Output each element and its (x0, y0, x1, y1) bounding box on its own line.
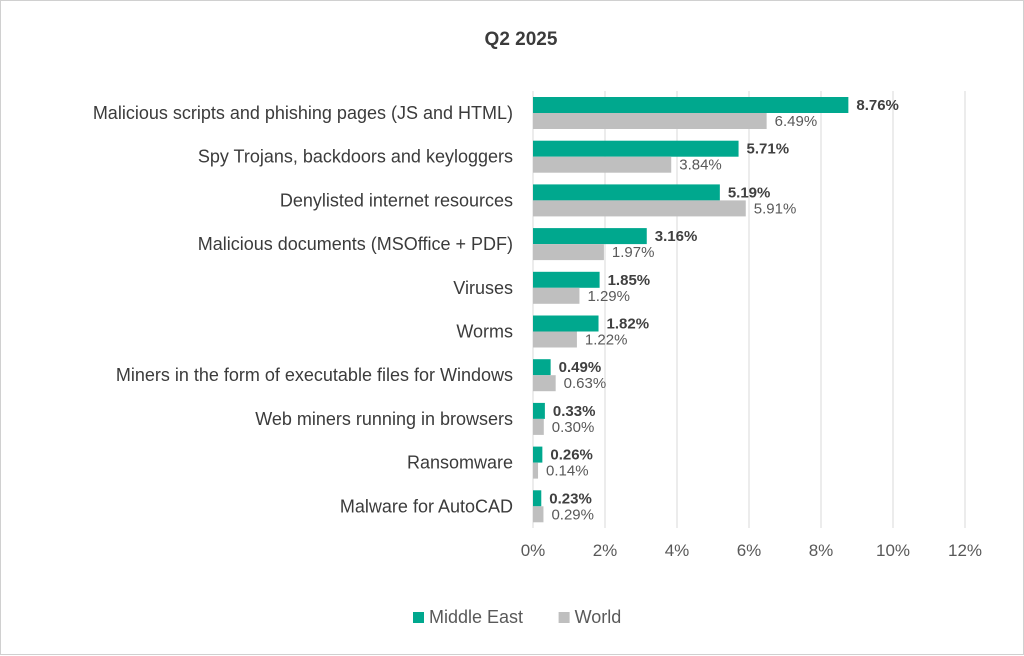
value-label-middle-east: 0.33% (553, 403, 596, 420)
category-label: Spy Trojans, backdoors and keyloggers (198, 147, 513, 167)
value-label-world: 0.14% (546, 463, 589, 480)
value-label-middle-east: 1.82% (607, 316, 650, 333)
value-labels: 8.76% 6.49% 5.71% 3.84% 5.19%5.91% 3.16%1.97%… (546, 97, 899, 523)
value-label-world: 0.63% (564, 375, 607, 392)
category-label: Malware for AutoCAD (340, 496, 513, 516)
category-label: Malicious documents (MSOffice + PDF) (198, 234, 513, 254)
category-label: Worms (456, 322, 513, 342)
bar-world (533, 200, 746, 217)
bar-middle-east (533, 446, 543, 463)
bar-world (533, 375, 556, 392)
x-tick-label: 12% (948, 541, 982, 560)
x-tick-label: 4% (665, 541, 690, 560)
bar-world (533, 462, 539, 479)
bar-middle-east (533, 184, 720, 201)
value-label-middle-east: 5.71% (747, 141, 790, 158)
value-label-middle-east: 8.76% (856, 97, 899, 114)
bar-middle-east (533, 140, 739, 157)
value-label-middle-east: 1.85% (608, 272, 651, 289)
value-label-world: 5.91% (754, 200, 797, 217)
bar-middle-east (533, 359, 551, 376)
value-label-world: 6.49% (775, 113, 818, 130)
value-label-world: 1.97% (612, 244, 655, 261)
chart-title: Q2 2025 (485, 29, 558, 50)
category-label: Web miners running in browsers (255, 409, 513, 429)
bar-middle-east (533, 228, 647, 245)
legend-label: Middle East (429, 607, 523, 627)
category-label: Malicious scripts and phishing pages (JS… (93, 103, 513, 123)
bar-world (533, 244, 604, 261)
category-label: Ransomware (407, 453, 513, 473)
value-label-world: 3.84% (679, 157, 722, 174)
bar-middle-east (533, 97, 849, 113)
category-label: Viruses (453, 278, 513, 298)
x-tick-label: 10% (876, 541, 910, 560)
x-axis-ticks: 0% 2% 4% 6% 8% 10% 12% (521, 541, 982, 560)
value-label-world: 1.22% (585, 332, 628, 349)
legend-swatch (558, 612, 570, 623)
category-labels: Malicious scripts and phishing pages (JS… (93, 103, 513, 516)
category-label: Miners in the form of executable files f… (116, 365, 513, 385)
bar-world (533, 418, 544, 435)
bar-world (533, 506, 544, 523)
x-tick-label: 8% (809, 541, 834, 560)
legend-swatch (413, 612, 424, 623)
bar-middle-east (533, 490, 542, 507)
value-label-world: 0.29% (551, 506, 594, 523)
bar-world (533, 156, 672, 173)
legend-label: World (575, 607, 622, 627)
value-label-middle-east: 0.23% (549, 490, 592, 507)
bar-world (533, 331, 577, 348)
legend: Middle East World (413, 607, 621, 627)
bar-middle-east (533, 315, 599, 332)
bar-middle-east (533, 402, 545, 419)
bars (533, 97, 849, 523)
x-tick-label: 2% (593, 541, 618, 560)
value-label-middle-east: 3.16% (655, 228, 698, 245)
category-label: Denylisted internet resources (280, 190, 513, 210)
bar-middle-east (533, 271, 600, 288)
x-tick-label: 6% (737, 541, 762, 560)
x-tick-label: 0% (521, 541, 546, 560)
bar-world (533, 287, 580, 304)
value-label-middle-east: 0.26% (550, 447, 593, 464)
value-label-middle-east: 5.19% (728, 184, 771, 201)
value-label-middle-east: 0.49% (559, 359, 602, 376)
value-label-world: 0.30% (552, 419, 595, 436)
value-label-world: 1.29% (587, 288, 630, 305)
bar-world (533, 113, 767, 129)
